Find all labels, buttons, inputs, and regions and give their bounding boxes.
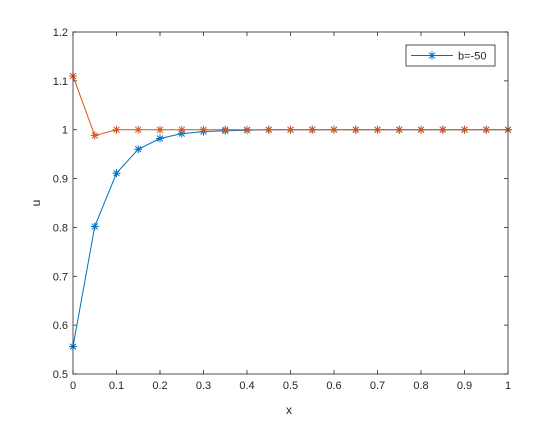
data-point-marker bbox=[112, 125, 121, 134]
data-point-marker bbox=[112, 169, 121, 178]
x-tick-label: 0.8 bbox=[413, 380, 428, 392]
data-point-marker bbox=[286, 125, 295, 134]
legend-marker-icon bbox=[428, 51, 436, 60]
data-point-marker bbox=[482, 125, 491, 134]
data-point-marker bbox=[199, 125, 208, 134]
data-point-marker bbox=[90, 131, 99, 140]
plot-frame bbox=[72, 31, 509, 375]
legend-entry-label: b=-50 bbox=[458, 51, 486, 63]
data-point-marker bbox=[373, 125, 382, 134]
data-point-marker bbox=[221, 125, 230, 134]
x-tick-label: 0.5 bbox=[283, 380, 298, 392]
data-point-marker bbox=[134, 125, 143, 134]
data-point-marker bbox=[351, 125, 360, 134]
plot-area bbox=[73, 32, 508, 374]
x-tick-label: 0.6 bbox=[326, 380, 341, 392]
x-tick-label: 0.2 bbox=[152, 380, 167, 392]
data-point-marker bbox=[460, 125, 469, 134]
x-tick-label: 1 bbox=[505, 380, 511, 392]
y-tick-label: 0.5 bbox=[53, 369, 68, 381]
x-tick-label: 0 bbox=[70, 380, 76, 392]
x-tick-label: 0.7 bbox=[370, 380, 385, 392]
data-point-marker bbox=[395, 125, 404, 134]
y-axis-label: u bbox=[29, 200, 43, 207]
y-tick-label: 1 bbox=[62, 125, 68, 137]
x-tick-label: 0.1 bbox=[109, 380, 124, 392]
data-point-marker bbox=[308, 125, 317, 134]
y-tick-label: 1.1 bbox=[53, 76, 68, 88]
y-tick-label: 1.2 bbox=[53, 27, 68, 39]
data-point-marker bbox=[156, 134, 164, 143]
x-tick-label: 0.4 bbox=[239, 380, 254, 392]
x-axis-label: x bbox=[286, 403, 292, 417]
y-tick-label: 0.7 bbox=[53, 271, 68, 283]
data-point-marker bbox=[264, 125, 273, 134]
y-tick-label: 0.9 bbox=[53, 174, 68, 186]
data-point-marker bbox=[177, 125, 186, 134]
series-1 bbox=[69, 71, 512, 140]
legend: b=-50 bbox=[405, 44, 496, 67]
x-tick-label: 0.9 bbox=[457, 380, 472, 392]
data-point-marker bbox=[134, 145, 143, 154]
data-point-marker bbox=[90, 222, 99, 231]
data-point-marker bbox=[243, 125, 251, 134]
y-tick-label: 0.8 bbox=[53, 222, 68, 234]
data-point-marker bbox=[156, 125, 164, 134]
y-tick-label: 0.6 bbox=[53, 320, 68, 332]
data-point-marker bbox=[330, 125, 338, 134]
x-tick-label: 0.3 bbox=[196, 380, 211, 392]
legend-star-icon bbox=[428, 51, 436, 60]
data-point-marker bbox=[417, 125, 425, 134]
data-point-marker bbox=[438, 125, 447, 134]
